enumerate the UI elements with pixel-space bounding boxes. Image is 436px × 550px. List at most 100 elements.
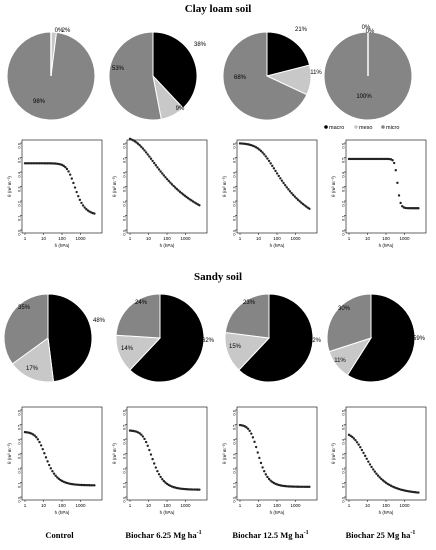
y-tick-label: 0.6: [122, 409, 127, 415]
data-point: [48, 463, 51, 467]
data-point: [65, 167, 69, 171]
data-point: [165, 177, 169, 181]
data-point: [159, 475, 162, 479]
data-point: [56, 476, 59, 479]
y-tick-label: 0.6: [17, 409, 22, 415]
x-tick-label: 1: [129, 503, 132, 508]
x-axis-label: h (hPa): [160, 510, 175, 515]
y-tick-label: 0.3: [232, 453, 237, 459]
pie-label: 15%: [229, 344, 242, 350]
x-tick-label: 1: [239, 236, 242, 241]
x-axis-label: h (hPa): [270, 243, 285, 248]
y-tick-label: 0.4: [17, 171, 22, 177]
data-point: [264, 155, 268, 158]
data-point: [295, 197, 298, 200]
pie-label: 21%: [295, 27, 308, 33]
data-point: [263, 470, 266, 473]
y-tick-label: 0.2: [17, 200, 22, 206]
legend-label-meso: meso: [359, 125, 372, 131]
y-tick-label: 0.5: [232, 424, 237, 430]
data-point: [272, 167, 276, 170]
y-tick-label: 0.2: [122, 200, 127, 206]
data-point: [38, 440, 41, 444]
data-point: [62, 164, 65, 168]
data-point: [67, 170, 70, 173]
data-point: [177, 189, 180, 192]
y-tick-label: 0.5: [17, 424, 22, 430]
x-tick-label: 1: [348, 503, 351, 508]
pie-slice-micro: [222, 31, 308, 121]
data-point: [75, 190, 78, 194]
data-point: [153, 462, 156, 465]
y-tick-label: 0.2: [122, 467, 127, 473]
data-point: [283, 184, 287, 187]
x-tick-label: 100: [58, 236, 66, 241]
data-point: [354, 439, 357, 442]
data-point: [151, 457, 154, 461]
y-axis-label: θ (m³ m⁻³): [222, 443, 227, 464]
data-point: [162, 174, 166, 177]
y-tick-label: 0.3: [341, 186, 346, 192]
pie-slice-micro: [224, 293, 270, 339]
data-point: [162, 479, 166, 483]
data-point: [154, 164, 158, 167]
data-point: [266, 157, 269, 160]
y-tick-label: 0.5: [341, 157, 346, 163]
plot-frame: [345, 139, 427, 234]
data-point: [138, 144, 141, 147]
y-tick-label: 0.1: [232, 215, 237, 221]
y-tick-label: 0.0: [232, 229, 237, 235]
data-point: [149, 453, 153, 456]
data-point: [301, 202, 305, 206]
y-tick-label: 0.3: [232, 186, 237, 192]
x-tick-label: 1000: [75, 503, 86, 508]
pie-label: 35%: [18, 305, 31, 311]
data-point: [77, 194, 80, 198]
legend: macro meso micro: [324, 125, 399, 131]
pie-slice-macro: [266, 31, 311, 77]
x-tick-label: 1000: [180, 236, 191, 241]
x-tick-label: 10: [256, 236, 262, 241]
x-tick-label: 1000: [399, 503, 410, 508]
data-point: [380, 477, 383, 481]
data-point: [159, 170, 162, 173]
y-tick-label: 0.2: [341, 200, 346, 206]
x-tick-label: 10: [146, 236, 152, 241]
y-tick-label: 0.6: [341, 142, 346, 148]
y-tick-label: 0.1: [122, 215, 127, 221]
x-tick-label: 1000: [290, 503, 301, 508]
x-axis-label: h (hPa): [55, 243, 70, 248]
data-point: [138, 432, 141, 435]
data-point: [256, 451, 259, 454]
data-point: [245, 426, 248, 429]
y-tick-label: 0.6: [232, 142, 237, 148]
y-tick-label: 0.3: [122, 453, 127, 459]
pie-chart: 21% 11% 68%: [222, 27, 322, 121]
y-tick-label: 0.5: [122, 157, 127, 163]
y-tick-label: 0.3: [341, 453, 346, 459]
data-point: [175, 187, 178, 191]
y-axis-label: θ (m³ m⁻³): [112, 176, 117, 197]
y-tick-label: 0.5: [122, 424, 127, 430]
y-tick-label: 0.4: [122, 438, 127, 444]
data-point: [141, 147, 145, 150]
retention-plot: 0.0 0.1 0.2 0.3 0.4 0.5 0.6 1 10 100 1000 h (hPa) θ …: [7, 406, 103, 515]
pie-label: 0%: [55, 28, 64, 34]
x-tick-label: 10: [365, 503, 371, 508]
treatment-label-biochar-25: Biochar 25 Mg ha-1: [345, 530, 416, 540]
data-point: [373, 470, 377, 473]
x-tick-label: 100: [273, 236, 281, 241]
data-point: [365, 457, 368, 461]
data-point: [397, 194, 401, 197]
y-axis-label: θ (m³ m⁻³): [331, 176, 336, 197]
pie-label: 11%: [334, 358, 346, 364]
data-point: [73, 186, 77, 189]
data-point: [399, 201, 402, 205]
data-point: [93, 484, 96, 487]
data-point: [148, 448, 151, 452]
data-point: [381, 479, 385, 482]
pie-label: 38%: [194, 42, 207, 48]
data-point: [148, 155, 151, 158]
plot-frame: [345, 406, 427, 501]
pie-label: 23%: [243, 300, 256, 306]
